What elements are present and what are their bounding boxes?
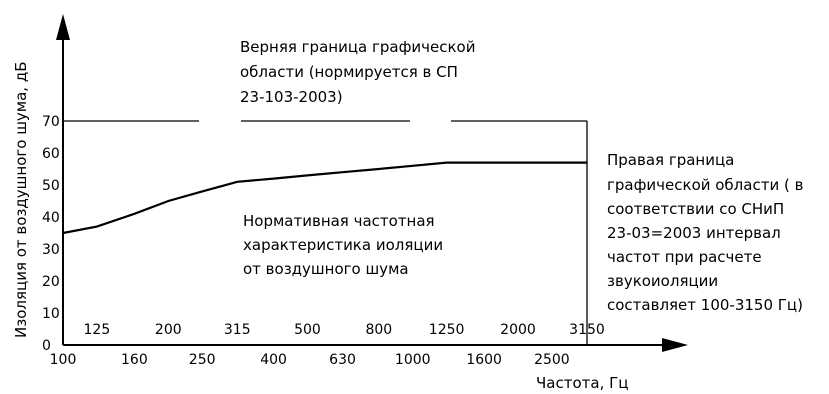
x-tick-label: 500 [294,322,321,338]
y-tick-label: 30 [42,242,60,258]
svg-text:23-103-2003): 23-103-2003) [240,88,343,106]
svg-text:характеристика иоляции: характеристика иоляции [243,236,443,254]
x-axis-arrow [662,338,688,352]
svg-text:области (нормируется в СП: области (нормируется в СП [240,63,458,81]
x-tick-label: 200 [155,322,182,338]
x-tick-label: 1000 [395,352,431,368]
x-tick-label: 250 [189,352,216,368]
x-tick-label: 400 [260,352,287,368]
y-tick-label: 0 [42,338,51,354]
x-tick-label: 2000 [500,322,536,338]
svg-text:Нормативная частотная: Нормативная частотная [243,212,435,230]
svg-text:частот при расчете: частот при расчете [607,248,762,266]
x-tick-label: 800 [365,322,392,338]
svg-text:звукоиоляции: звукоиоляции [607,272,718,290]
x-axis-label: Частота, Гц [536,374,628,392]
y-tick-label: 50 [42,178,60,194]
x-tick-label: 1250 [429,322,465,338]
svg-text:соответствии со СНиП: соответствии со СНиП [607,200,784,218]
svg-text:Верняя граница графической: Верняя граница графической [240,38,475,56]
x-tick-label: 1600 [466,352,502,368]
curve-annotation: Нормативная частотная характеристика иол… [243,212,443,278]
y-tick-label: 10 [42,306,60,322]
y-tick-label: 20 [42,274,60,290]
y-axis-label: Изоляция от воздушного шума, дБ [12,61,30,338]
right-boundary-annotation: Правая граница графической области ( в с… [607,151,803,314]
svg-text:составляет 100-3150 Гц): составляет 100-3150 Гц) [607,296,803,314]
x-tick-label: 2500 [534,352,570,368]
y-tick-label: 40 [42,210,60,226]
x-tick-label: 125 [84,322,111,338]
y-tick-label: 60 [42,146,60,162]
x-tick-label: 3150 [569,322,605,338]
x-tick-label: 315 [224,322,251,338]
x-tick-label: 630 [329,352,356,368]
series-line [62,161,587,235]
x-tick-label: 100 [50,352,77,368]
x-tick-label: 160 [121,352,148,368]
svg-text:Правая граница: Правая граница [607,151,734,169]
y-tick-label: 70 [42,114,60,130]
svg-text:графической области ( в: графической области ( в [607,176,803,194]
svg-text:от воздушного шума: от воздушного шума [243,260,409,278]
upper-boundary-annotation: Верняя граница графической области (норм… [240,38,475,106]
svg-text:23-03=2003 интервал: 23-03=2003 интервал [607,224,781,242]
y-axis-arrow [56,14,70,40]
